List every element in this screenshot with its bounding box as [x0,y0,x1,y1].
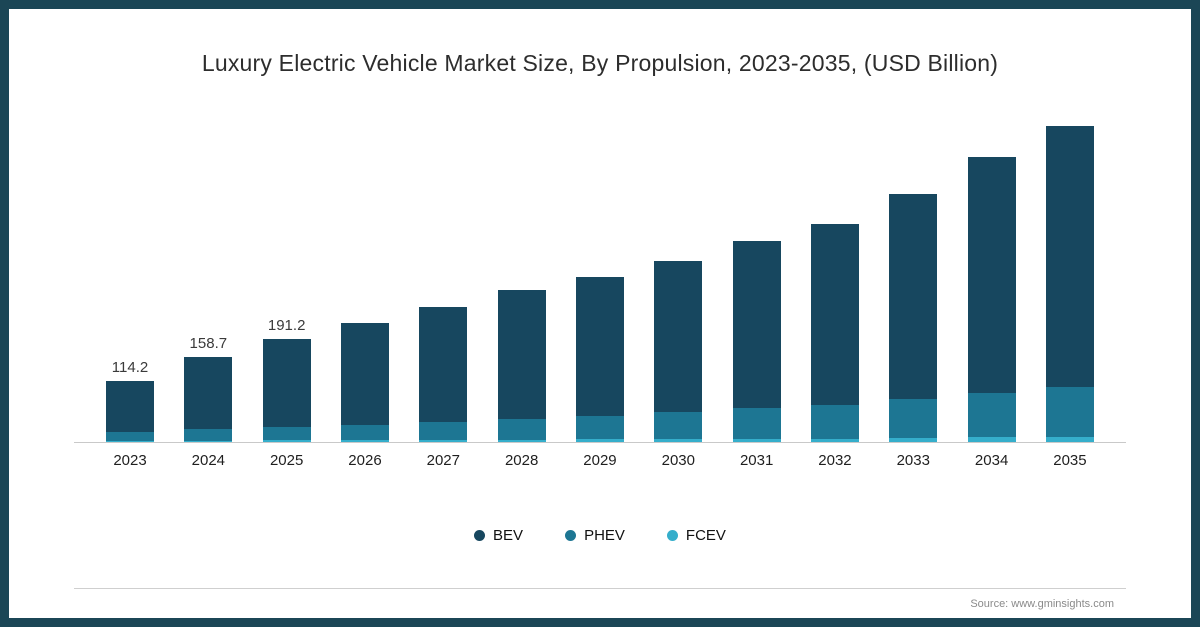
stacked-bar-2029 [575,276,624,442]
segment-bev-2034 [967,156,1016,394]
segment-phev-2029 [575,415,624,440]
stacked-bar-2027 [419,306,468,442]
legend-label-phev: PHEV [584,527,625,544]
x-tick-2029: 2029 [583,452,617,469]
segment-phev-2024 [184,429,233,441]
segment-fcev-2035 [1045,436,1094,442]
chart-title: Luxury Electric Vehicle Market Size, By … [201,50,999,76]
stacked-bar-2035 [1045,126,1094,442]
segment-fcev-2030 [654,439,703,442]
x-tick-2034: 2034 [974,452,1009,469]
segment-phev-2033 [889,399,938,438]
segment-bev-2030 [654,261,703,413]
bar-value-label-2025: 191.2 [267,317,306,335]
legend-dot-phev-icon [565,530,577,541]
legend-dot-fcev-icon [666,530,678,541]
segment-bev-2028 [497,289,546,419]
segment-phev-2030 [654,412,703,440]
stacked-bar-2032 [810,224,859,442]
stacked-bar-2028 [497,289,546,442]
plot-area: 114.2 158.7 191.2 [74,102,1126,443]
segment-phev-2034 [967,393,1016,438]
x-tick-2024: 2024 [191,452,226,469]
x-tick-2026: 2026 [348,452,382,469]
segment-fcev-2034 [967,437,1016,442]
x-tick-2027: 2027 [426,452,460,469]
x-tick-2030: 2030 [661,452,695,469]
stacked-bar-2025: 191.2 [262,317,311,442]
segment-phev-2023 [106,431,154,441]
segment-bev-2027 [419,306,468,422]
segment-fcev-2033 [889,437,938,442]
legend-item-fcev: FCEV [666,527,726,544]
segment-fcev-2024 [184,440,233,442]
stacked-bar-2033 [889,193,938,442]
segment-bev-2031 [732,241,781,409]
footer: Source: www.gminsights.com [74,588,1126,618]
stacked-bar-2030 [654,261,703,442]
segment-fcev-2027 [419,439,468,442]
source-text: Source: www.gminsights.com [970,598,1114,610]
segment-bev-2032 [810,224,859,405]
segment-fcev-2032 [810,438,859,442]
segment-bev-2024 [184,356,233,430]
segment-bev-2026 [340,322,389,425]
legend-item-bev: BEV [474,527,523,544]
x-tick-2025: 2025 [269,452,304,469]
x-axis-labels: 2023 2024 2025 2026 2027 2028 2029 2030 2031 2032… [74,452,1126,469]
segment-bev-2025 [262,339,311,427]
segment-bev-2033 [889,193,938,400]
segment-phev-2031 [732,408,781,439]
segment-phev-2026 [340,424,389,441]
segment-fcev-2023 [106,440,154,442]
legend-item-phev: PHEV [565,527,625,544]
x-tick-2035: 2035 [1053,452,1087,469]
segment-fcev-2031 [732,438,781,442]
stacked-bar-2034 [967,156,1016,442]
bar-value-label-2024: 158.7 [189,334,228,352]
segment-bev-2023 [106,380,154,432]
stacked-bar-2023: 114.2 [106,359,154,442]
x-tick-2032: 2032 [818,452,852,469]
legend: BEV PHEV FCEV [74,527,1126,544]
x-tick-2031: 2031 [739,452,774,469]
segment-phev-2025 [262,426,311,441]
bar-chart: 114.2 158.7 191.2 2023 2024 2025 2026 2027 2028… [74,102,1126,469]
segment-fcev-2026 [340,440,389,442]
segment-phev-2028 [497,418,546,440]
segment-bev-2029 [575,276,624,416]
legend-dot-bev-icon [474,530,486,541]
x-tick-2023: 2023 [113,452,147,469]
segment-fcev-2025 [262,440,311,442]
segment-bev-2035 [1045,126,1094,387]
segment-fcev-2028 [497,439,546,442]
stacked-bar-2024: 158.7 [184,334,233,442]
stacked-bar-2026 [340,322,389,442]
x-tick-2033: 2033 [896,452,930,469]
segment-phev-2035 [1045,386,1094,437]
segment-phev-2027 [419,421,468,440]
bar-value-label-2023: 114.2 [111,358,149,376]
segment-phev-2032 [810,404,859,439]
segment-fcev-2029 [575,439,624,442]
legend-label-bev: BEV [493,527,524,544]
stacked-bar-2031 [732,241,781,442]
legend-label-fcev: FCEV [685,527,726,544]
x-tick-2028: 2028 [504,452,539,469]
